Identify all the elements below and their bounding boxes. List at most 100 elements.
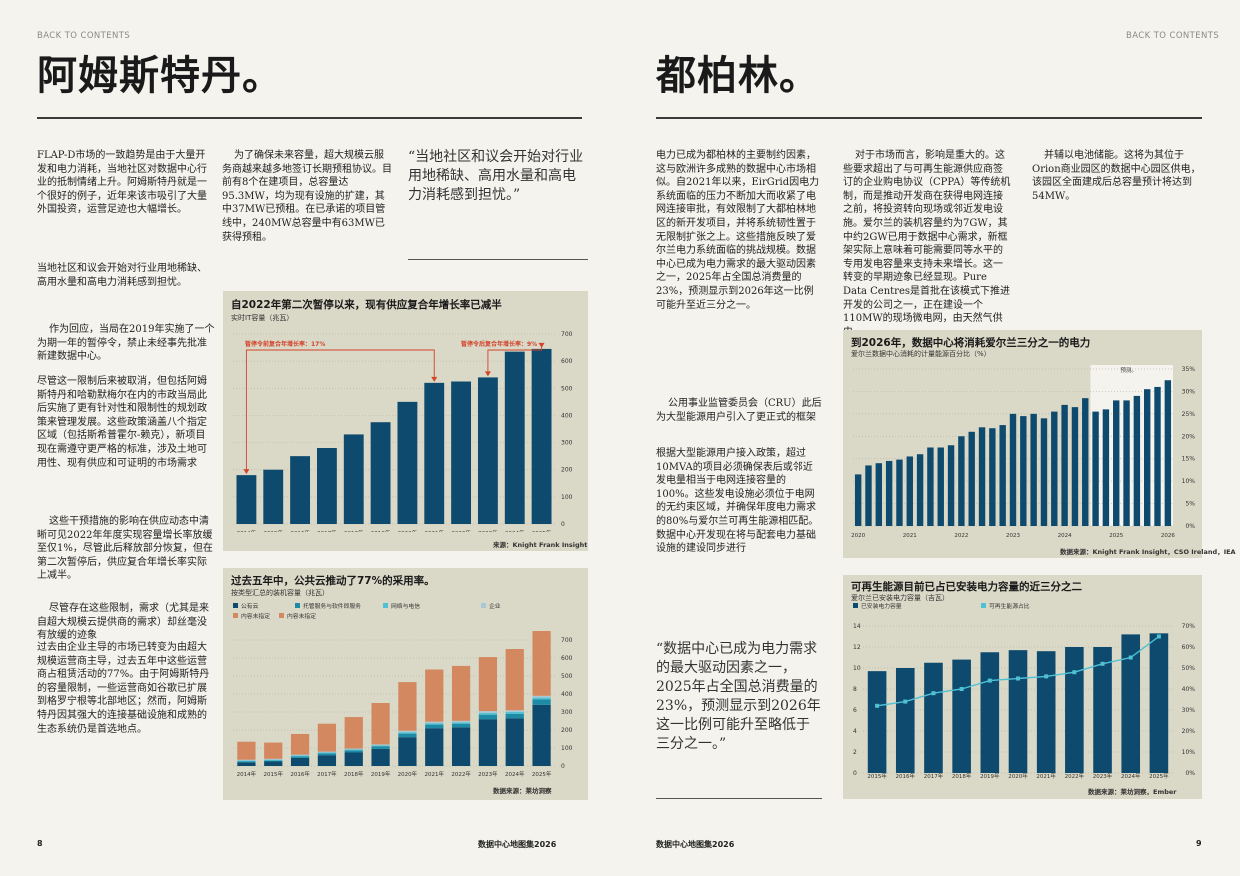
arrow-head [431, 376, 438, 382]
y-tick-label: 10% [1182, 478, 1196, 485]
bar [1113, 400, 1120, 526]
bar-segment [264, 742, 283, 759]
legend-label: 托管服务与软件即服务 [303, 602, 361, 610]
body-paragraph: 当地社区和议会开始对行业用地稀缺、高用水量和高电力消耗感到担忧。 [37, 263, 207, 288]
bar-segment [237, 761, 256, 763]
back-to-contents-link[interactable]: BACK TO CONTENTS [37, 31, 131, 41]
chart-subtitle: 爱尔兰已安装电力容量（吉瓦） [851, 594, 949, 602]
y-tick-label: 20% [1182, 433, 1196, 440]
x-tick-label: 2018年 [344, 529, 364, 532]
body-paragraph: 尽管这一限制后来被取消，但包括阿姆斯特丹和哈勒默梅尔在内的市政当局此后实施了更有… [37, 376, 207, 469]
bar-segment [290, 733, 310, 755]
bar [1065, 647, 1084, 773]
x-tick-label: 2025 [1109, 533, 1123, 539]
legend-swatch [853, 603, 858, 608]
bar [1040, 418, 1048, 526]
y-tick-label: 12 [853, 644, 861, 651]
bar-segment [371, 746, 390, 749]
legend-label: 内容未指定 [287, 612, 316, 620]
page-number: 9 [1196, 839, 1202, 848]
x-tick-label: 2020年 [398, 529, 418, 532]
x-tick-label: 2023年 [478, 770, 498, 778]
bar [370, 422, 391, 524]
bar-segment [317, 755, 337, 766]
bar [1071, 407, 1079, 526]
bar-segment [478, 714, 498, 720]
body-paragraph: 电力已成为都柏林的主要制约因素，这与欧洲许多成熟的数据中心市场相似。自2021年… [656, 150, 820, 311]
bar [451, 381, 472, 524]
bar-segment [371, 744, 390, 746]
x-tick-label: 2019年 [980, 772, 1000, 780]
chart-source: 数据来源：莱坊洞察，Ember [1088, 788, 1177, 796]
bar-segment [425, 728, 444, 766]
x-tick-label: 2020 [851, 533, 865, 539]
bar [1036, 651, 1056, 773]
back-to-contents-link[interactable]: BACK TO CONTENTS [1126, 31, 1220, 41]
bar [1082, 398, 1089, 526]
legend-swatch [279, 613, 284, 618]
bar [896, 459, 903, 526]
page-title-dublin: 都柏林。 [656, 53, 820, 99]
bar [885, 460, 893, 526]
y-tick-label: 300 [561, 709, 573, 716]
line-point [931, 691, 936, 696]
x-tick-label: 2024年 [505, 529, 525, 532]
bar [504, 351, 525, 524]
bar-segment [478, 711, 498, 713]
chart3-svg: 预测。 0% 5% 10% 15% 20% 25% 30% 35% 2020 2021 2022 202… [851, 365, 1196, 539]
body-paragraph: 对于市场而言，影响是重大的。这些要求超出了与可再生能源供应商签订的企业购电协议（… [843, 150, 1011, 338]
x-tick-label: 2020年 [1008, 772, 1028, 780]
bar-segment [451, 665, 471, 721]
y-tick-label: 600 [561, 358, 573, 365]
quote-rule [408, 259, 588, 260]
bar-segment [237, 760, 256, 762]
body-paragraph: 为了确保未来容量，超大规模云服务商越来越多地签订长期预租协议。目前有8个在建项目… [222, 150, 392, 243]
arrow-head [538, 342, 545, 348]
bar-segment [451, 727, 471, 766]
bar-segment [451, 722, 471, 724]
bar-segment [237, 762, 256, 766]
bar [1133, 395, 1141, 526]
bar-segment [317, 751, 337, 753]
x-tick-label: 2019年 [371, 529, 391, 532]
page-title-amsterdam: 阿姆斯特丹。 [37, 53, 283, 99]
bar [854, 474, 862, 526]
bar [290, 456, 311, 524]
line-point [1128, 655, 1133, 660]
y-tick-label: 35% [1182, 366, 1196, 373]
x-tick-label: 2022 [954, 533, 968, 539]
bar-segment [532, 631, 551, 696]
forecast-label: 预测。 [1120, 366, 1137, 374]
x-tick-label: 2023年 [478, 529, 498, 532]
x-tick-label: 2024年 [1121, 772, 1141, 780]
x-tick-label: 2022年 [1065, 772, 1085, 780]
arrow-head [484, 371, 491, 377]
body-paragraph: 这些干预措施的影响在供应动态中清晰可见2022年年度实现容量增长率放缓至仅1%，… [37, 516, 213, 582]
bar-segment [505, 712, 524, 714]
x-tick-label: 2026 [1161, 533, 1175, 539]
bar-segment [451, 720, 471, 723]
bar [1030, 413, 1037, 526]
bar [865, 465, 872, 526]
bar-segment [532, 704, 551, 766]
x-tick-label: 2021年 [425, 529, 445, 532]
bar-segment [398, 732, 417, 734]
y-tick-label: 2 [853, 749, 857, 756]
bar [895, 668, 915, 773]
bar-segment [451, 723, 471, 728]
chart-title: 过去五年中，公共云推动了77%的采用率。 [231, 575, 435, 587]
legend-label: 已安装电力容量 [861, 602, 902, 610]
x-tick-label: 2023年 [1093, 772, 1113, 780]
chart-source: 数据来源：Knight Frank Insight，CSO Ireland，IE… [1060, 548, 1236, 556]
bar-segment [425, 669, 444, 722]
bar-segment [344, 748, 363, 750]
y-tick-label: 5% [1185, 501, 1195, 508]
line-point [875, 703, 880, 708]
bar [906, 456, 913, 526]
chart-subtitle: 爱尔兰数据中心消耗的计量能源百分比（%） [851, 350, 991, 358]
title-rule [656, 117, 1202, 119]
line-point [1072, 670, 1077, 675]
bar-segment [317, 752, 337, 754]
x-tick-label: 2020年 [398, 770, 418, 778]
bar-segment [425, 721, 444, 724]
